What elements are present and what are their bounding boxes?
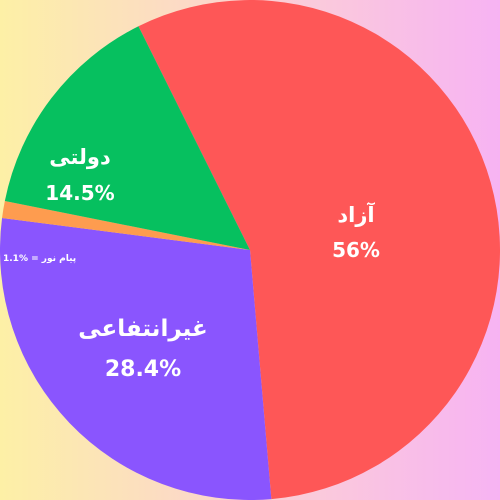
- slice-gheirentefaei: [0, 218, 272, 500]
- slice-label-azad: آزاد: [337, 202, 375, 227]
- slice-label-gheirentefaei: غیرانتفاعی: [78, 316, 208, 342]
- slice-label-payamenoor: پیام نور = %1.1: [3, 254, 76, 264]
- slice-azad: [138, 0, 500, 500]
- slice-value-dolati: 14.5%: [45, 181, 114, 205]
- slice-dolati: [4, 26, 250, 250]
- pie-labels: آزاد 56% غیرانتفاعی 28.4% دولتی 14.5% پی…: [3, 145, 380, 382]
- slice-value-azad: 56%: [332, 238, 380, 262]
- slice-payamenoor: [2, 201, 250, 250]
- slice-label-dolati: دولتی: [49, 145, 111, 169]
- slice-value-gheirentefaei: 28.4%: [105, 357, 181, 382]
